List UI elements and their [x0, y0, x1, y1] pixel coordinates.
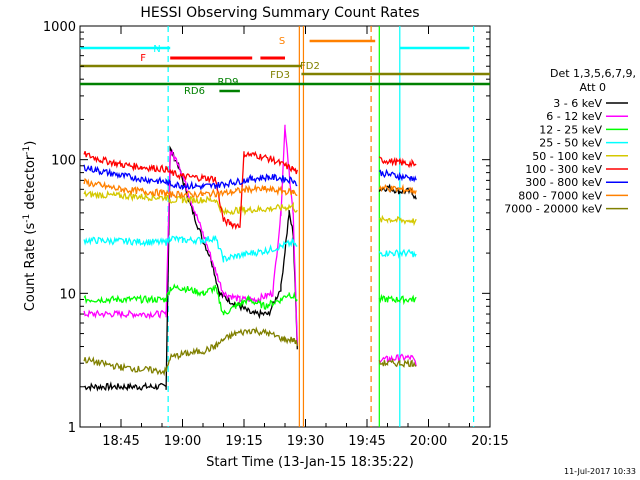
- x-tick-label-19-45: 19:45: [348, 434, 385, 449]
- plot-frame: [79, 25, 491, 428]
- series-line-3-6-kev: [83, 145, 417, 393]
- flag-label-rd6: RD6: [184, 86, 205, 97]
- legend-label-6-12-kev: 6 - 12 keV: [546, 110, 602, 123]
- flags-layer: N S F FD2 FD3 RD9 RD6: [80, 36, 490, 97]
- y-tick-label-10: 10: [59, 287, 76, 302]
- series-line-12-25-kev: [83, 283, 417, 316]
- series-line-25-50-kev: [83, 234, 417, 263]
- y-axis-label-post: ): [23, 141, 38, 146]
- legend-label-25-50-kev: 25 - 50 keV: [539, 137, 602, 150]
- flag-label-fd3: FD3: [270, 70, 290, 81]
- x-tick-label-19-30: 19:30: [287, 434, 324, 449]
- y-axis-label-sup1: -1: [22, 214, 32, 223]
- flag-label-f: F: [140, 53, 146, 64]
- chart-title: HESSI Observing Summary Count Rates: [140, 5, 419, 21]
- y-axis-label: Count Rate (s-1 detector-1): [22, 141, 38, 312]
- plot-area: N S F FD2 FD3 RD9 RD6 1 10 100 1000 18:45 19:00 19:1…: [43, 20, 509, 449]
- legend-label-100-300-kev: 100 - 300 keV: [525, 163, 602, 176]
- series-line-6-12-kev: [83, 124, 417, 367]
- y-tick-label-100: 100: [51, 154, 76, 169]
- y-axis-label-mid: detector: [23, 154, 38, 214]
- y-axis-label-sup2: -1: [22, 146, 32, 155]
- series-line-50-100-kev: [83, 189, 417, 227]
- flag-label-rd9: RD9: [217, 77, 238, 88]
- legend-header-line-1: Det 1,3,5,6,7,9,: [550, 67, 636, 80]
- series-layer: [83, 124, 417, 393]
- legend-label-12-25-kev: 12 - 25 keV: [539, 123, 602, 136]
- legend-label-7000-20000-kev: 7000 - 20000 keV: [504, 203, 602, 216]
- legend-label-3-6-kev: 3 - 6 keV: [553, 97, 602, 110]
- series-line-800-7000-kev: [83, 177, 417, 199]
- ticks-layer: 1 10 100 1000 18:45 19:00 19:15 19:30 19:45 20:00…: [43, 20, 509, 449]
- legend-label-300-800-kev: 300 - 800 keV: [525, 176, 602, 189]
- y-tick-label-1: 1: [68, 421, 76, 436]
- series-line-100-300-kev: [83, 150, 417, 231]
- legend-header-line-2: Att 0: [580, 81, 606, 94]
- x-tick-label-19-00: 19:00: [164, 434, 201, 449]
- series-line-7000-20000-kev: [83, 326, 417, 377]
- legend-label-50-100-kev: 50 - 100 keV: [532, 150, 602, 163]
- vertical-markers: [167, 26, 475, 427]
- flag-label-s: S: [279, 36, 285, 47]
- legend-label-800-7000-kev: 800 - 7000 keV: [518, 189, 602, 202]
- x-tick-label-20-00: 20:00: [410, 434, 447, 449]
- flag-label-fd2: FD2: [300, 61, 320, 72]
- x-tick-label-19-15: 19:15: [225, 434, 262, 449]
- x-axis-label: Start Time (13-Jan-15 18:35:22): [206, 455, 414, 470]
- flag-label-n: N: [153, 44, 160, 55]
- x-tick-label-18-45: 18:45: [102, 434, 139, 449]
- footer-date: 11-Jul-2017 10:33: [564, 467, 636, 476]
- y-tick-label-1000: 1000: [43, 20, 76, 35]
- series-line-300-800-kev: [83, 164, 417, 191]
- y-axis-label-pre: Count Rate (s: [23, 223, 38, 312]
- x-tick-label-20-15: 20:15: [471, 434, 508, 449]
